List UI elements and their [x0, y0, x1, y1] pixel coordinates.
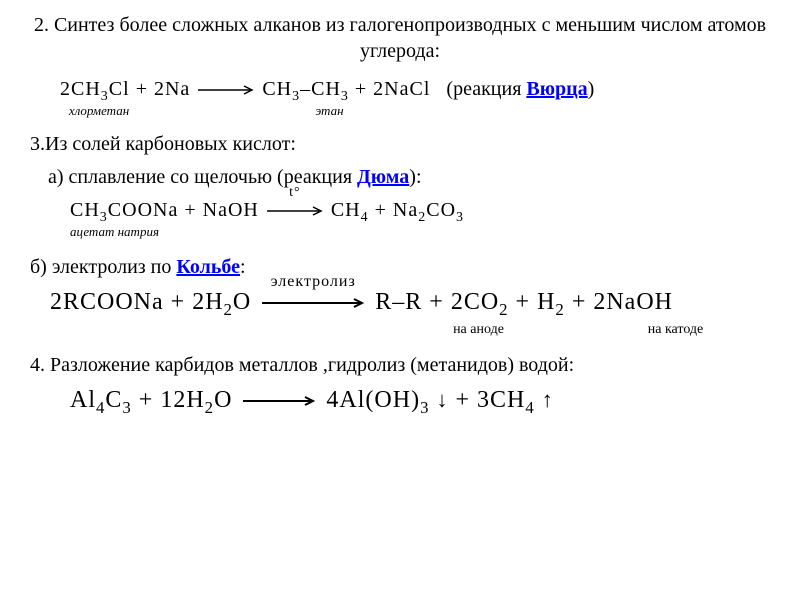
carbide-c-sub: 3	[122, 398, 131, 417]
eq1-rhs1-sub: 3	[292, 89, 300, 104]
carbide-al: Al	[70, 387, 96, 413]
equation-duma-label: ацетат натрия	[70, 224, 770, 240]
kolbe-rhs1: R–R + 2CO	[375, 289, 499, 315]
section-2-heading: 2. Синтез более сложных алканов из галог…	[30, 12, 770, 64]
carbide-al-sub: 4	[96, 398, 105, 417]
label-sodium-acetate: ацетат натрия	[70, 224, 159, 239]
duma-rhs1: CH	[331, 199, 361, 221]
kolbe-lhs-tail: O	[233, 289, 251, 315]
kolbe-lhs-sub: 2	[224, 300, 233, 319]
arrow-icon: электролиз	[258, 289, 368, 316]
carbide-h-sub: 2	[205, 398, 214, 417]
arrow-icon	[239, 387, 319, 414]
section-3-heading: 3.Из солей карбоновых кислот:	[30, 133, 770, 156]
sub-b-close: :	[240, 256, 246, 278]
kolbe-lhs: 2RCOONa + 2H	[50, 289, 224, 315]
duma-lhs: CH	[70, 199, 100, 221]
eq1-plus2: + 2NaCl	[349, 78, 431, 100]
duma-plus2: + Na	[369, 199, 419, 221]
link-wurtz[interactable]: Вюрца	[526, 78, 587, 100]
carbide-rhs-coef: 4Al(OH)	[326, 387, 420, 413]
equation-carbide-formula: Al4C3 + 12H2O 4Al(OH)3 ↓ + 3CH4 ↑	[70, 387, 770, 418]
reaction-wurtz-open: (реакция	[446, 78, 526, 100]
equation-wurtz: 2CH3Cl + 2Na CH3–CH3 + 2NaCl хлорметан э…	[60, 78, 430, 119]
kolbe-co-sub: 2	[499, 300, 508, 319]
equation-kolbe: 2RCOONa + 2H2O электролиз R–R + 2CO2 + H…	[50, 289, 770, 338]
equation-duma: CH3COONa + NaOH t° CH4 + Na2CO3 ацетат н…	[70, 199, 770, 240]
carbide-plus1: + 12H	[132, 387, 205, 413]
eq1-rhs1: CH	[262, 78, 292, 100]
up-arrow-icon: ↑	[542, 387, 554, 412]
equation-duma-formula: CH3COONa + NaOH t° CH4 + Na2CO3	[70, 199, 770, 226]
reaction-wurtz-close: )	[588, 78, 595, 100]
arrow-icon: t°	[265, 199, 325, 222]
label-chloromethane: хлорметан	[60, 103, 138, 119]
eq1-rhs1-sub2: 3	[341, 89, 349, 104]
link-kolbe[interactable]: Кольбе	[176, 256, 240, 278]
carbide-plus2: + 3CH	[448, 387, 525, 413]
kolbe-h-sub: 2	[555, 300, 564, 319]
sub-b-text: б) электролиз по	[30, 256, 176, 278]
duma-lhs-tail: COONa	[108, 199, 179, 221]
kolbe-plus1: + H	[509, 289, 556, 315]
label-anode: на аноде	[414, 322, 544, 338]
subsection-b: б) электролиз по Кольбе:	[30, 256, 770, 279]
duma-lhs-sub: 3	[100, 210, 108, 225]
duma-rhs1-sub: 4	[361, 210, 369, 225]
label-ethane: этан	[295, 103, 365, 119]
carbide-oh-sub: 3	[420, 398, 429, 417]
eq1-lhs1-tail: Cl	[109, 78, 130, 100]
carbide-o: O	[214, 387, 232, 413]
reaction-wurtz-name: (реакция Вюрца)	[446, 78, 594, 101]
eq1-rhs1-dash: –CH	[300, 78, 341, 100]
kolbe-plus2: + 2NaOH	[565, 289, 673, 315]
equation-carbide: Al4C3 + 12H2O 4Al(OH)3 ↓ + 3CH4 ↑	[70, 387, 770, 418]
duma-plus: + NaOH	[178, 199, 259, 221]
equation-kolbe-formula: 2RCOONa + 2H2O электролиз R–R + 2CO2 + H…	[50, 289, 770, 320]
label-cathode: на катоде	[621, 322, 731, 338]
section-4-heading: 4. Разложение карбидов металлов ,гидроли…	[30, 354, 770, 377]
eq1-plus1: + 2Na	[130, 78, 191, 100]
duma-co: CO	[426, 199, 456, 221]
equation-wurtz-formula: 2CH3Cl + 2Na CH3–CH3 + 2NaCl	[60, 78, 430, 105]
arrow-label-temperature: t°	[265, 185, 325, 201]
eq1-lhs1-sub: 3	[101, 89, 109, 104]
duma-co-sub: 3	[456, 210, 464, 225]
eq1-lhs1: 2CH	[60, 78, 101, 100]
sub-a-close: ):	[409, 166, 421, 188]
equation-wurtz-row: 2CH3Cl + 2Na CH3–CH3 + 2NaCl хлорметан э…	[30, 78, 770, 119]
arrow-label-electrolysis: электролиз	[258, 273, 368, 291]
arrow-icon	[196, 78, 256, 101]
equation-wurtz-labels: хлорметан этан	[60, 103, 430, 119]
equation-kolbe-labels: на аноде на катоде	[50, 322, 770, 338]
carbide-ch-sub: 4	[525, 398, 534, 417]
link-duma[interactable]: Дюма	[357, 166, 409, 188]
carbide-c: C	[105, 387, 122, 413]
down-arrow-icon: ↓	[436, 387, 448, 412]
subsection-a: а) сплавление со щелочью (реакция Дюма):	[48, 166, 770, 189]
